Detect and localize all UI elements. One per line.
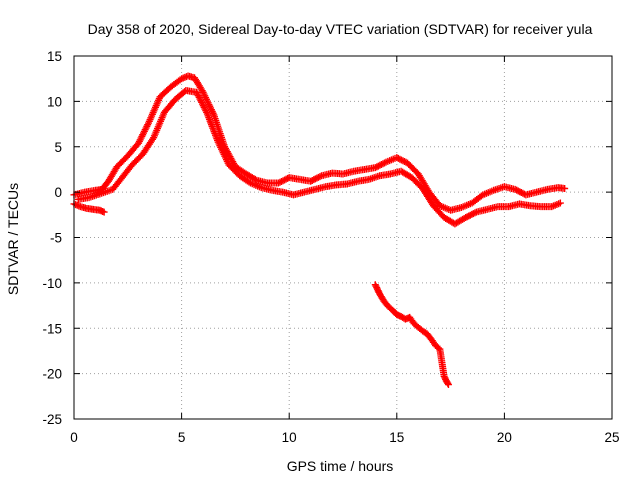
data-point xyxy=(313,174,321,182)
x-tick-label: 0 xyxy=(70,430,78,445)
data-point xyxy=(251,175,259,183)
y-tick-label: -25 xyxy=(42,412,62,427)
data-point xyxy=(466,211,474,219)
data-point xyxy=(394,154,402,162)
y-tick-label: 0 xyxy=(54,185,62,200)
data-point xyxy=(281,176,289,184)
x-tick-label: 5 xyxy=(178,430,186,445)
data-point xyxy=(465,212,473,220)
data-point xyxy=(556,199,564,207)
data-point xyxy=(310,176,318,184)
data-point xyxy=(279,177,287,185)
y-tick-label: -5 xyxy=(50,231,62,246)
data-point xyxy=(444,381,452,389)
y-tick-label: -10 xyxy=(42,276,62,291)
ticks-layer: 0 5 10 15 20 25 15 10 5 0 -5 -10 -15 -20 -25 xyxy=(42,49,619,445)
data-point xyxy=(100,208,108,216)
data-point xyxy=(400,158,408,166)
data-point xyxy=(276,178,284,186)
y-tick-label: 15 xyxy=(47,49,62,64)
series-main-band-upper xyxy=(70,72,569,214)
data-point xyxy=(514,187,522,195)
series-offset-short-segment xyxy=(70,200,108,216)
data-point xyxy=(399,157,407,165)
data-point xyxy=(468,210,476,218)
data-point xyxy=(377,161,385,169)
data-point xyxy=(374,162,382,170)
data-point xyxy=(278,177,286,185)
data-point xyxy=(376,161,384,169)
data-point xyxy=(469,210,477,218)
data-points-layer xyxy=(70,72,569,389)
y-tick-label: 5 xyxy=(54,140,62,155)
data-point xyxy=(519,189,527,197)
x-tick-label: 10 xyxy=(282,430,297,445)
data-point xyxy=(396,155,404,163)
series-descending-segment xyxy=(371,281,452,389)
data-point xyxy=(308,176,316,184)
x-tick-label: 25 xyxy=(604,430,619,445)
data-point xyxy=(516,188,524,196)
x-tick-label: 20 xyxy=(497,430,512,445)
data-point xyxy=(444,379,452,387)
data-point xyxy=(379,160,387,168)
data-point xyxy=(314,173,322,181)
data-point xyxy=(463,213,471,221)
y-axis-label: SDTVAR / TECUs xyxy=(5,183,21,295)
data-point xyxy=(513,186,521,194)
y-tick-label: -15 xyxy=(42,321,62,336)
data-point xyxy=(393,154,401,162)
data-point xyxy=(316,173,324,181)
data-point xyxy=(307,177,315,185)
x-axis-label: GPS time / hours xyxy=(287,458,394,474)
data-point xyxy=(511,185,519,193)
data-point xyxy=(471,209,479,217)
series-main-band-lower xyxy=(74,86,564,228)
data-point xyxy=(381,159,389,167)
y-tick-label: -20 xyxy=(42,367,62,382)
data-point xyxy=(311,175,319,183)
data-point xyxy=(274,179,282,187)
data-point xyxy=(373,163,381,171)
y-tick-label: 10 xyxy=(47,94,62,109)
data-point xyxy=(371,164,379,172)
x-tick-label: 15 xyxy=(389,430,404,445)
chart-title: Day 358 of 2020, Sidereal Day-to-day VTE… xyxy=(88,21,593,37)
data-point xyxy=(397,156,405,164)
data-point xyxy=(462,214,470,222)
data-point xyxy=(282,175,290,183)
data-point xyxy=(517,189,525,197)
data-point xyxy=(561,184,569,192)
